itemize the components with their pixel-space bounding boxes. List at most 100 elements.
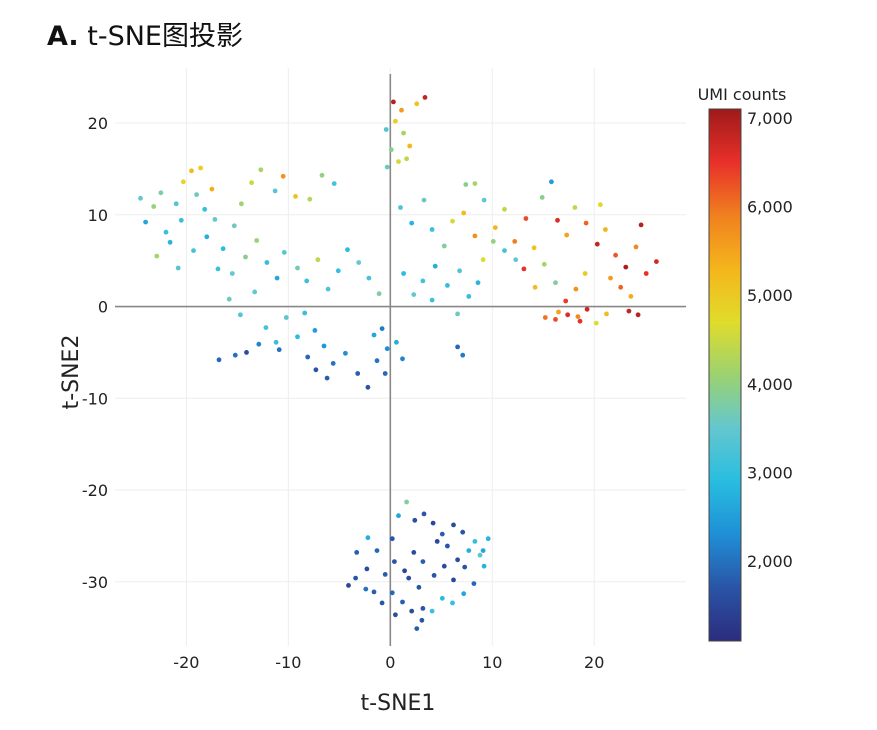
data-point — [604, 311, 609, 317]
colorbar-tick-label: 4,000 — [747, 375, 793, 394]
data-point — [356, 260, 362, 265]
data-point — [608, 275, 613, 281]
data-point — [220, 246, 226, 252]
data-point — [215, 266, 221, 272]
data-point — [594, 241, 600, 247]
data-point — [542, 315, 548, 320]
data-point — [633, 244, 639, 250]
data-point — [307, 196, 313, 202]
data-point — [256, 341, 262, 347]
data-point — [565, 312, 571, 318]
data-point — [389, 590, 395, 596]
data-point — [345, 247, 350, 253]
data-point — [531, 245, 537, 251]
y-tick-label: -10 — [82, 389, 108, 408]
data-point — [198, 165, 204, 171]
data-point — [407, 143, 413, 149]
data-point — [472, 539, 478, 544]
data-point — [305, 354, 311, 360]
data-point — [321, 343, 327, 349]
data-point — [420, 278, 426, 284]
data-point — [154, 253, 160, 259]
data-point — [429, 297, 435, 303]
data-point — [439, 531, 445, 537]
data-point — [295, 334, 300, 340]
data-point — [466, 294, 472, 299]
data-point — [414, 626, 420, 631]
data-point — [404, 156, 409, 162]
data-point — [394, 339, 399, 345]
data-point — [396, 513, 401, 519]
data-point — [439, 595, 445, 601]
data-point — [252, 289, 258, 295]
data-point — [421, 197, 427, 203]
colorbar-gradient — [708, 108, 742, 642]
data-point — [502, 248, 507, 254]
data-point — [553, 317, 558, 322]
data-point — [593, 320, 599, 326]
data-point — [480, 548, 486, 553]
data-point — [280, 173, 286, 179]
colorbar: UMI counts 7,000 6,000 5,000 4,000 3,000 2,00… — [698, 85, 793, 642]
data-point — [455, 557, 460, 563]
data-point — [421, 511, 427, 517]
panel-label: A. — [47, 21, 79, 52]
data-point — [189, 168, 194, 174]
zero-lines — [115, 74, 686, 646]
data-point — [398, 205, 403, 210]
data-point — [209, 186, 215, 192]
data-point — [365, 535, 371, 541]
data-point — [477, 552, 483, 558]
data-point — [281, 250, 287, 255]
data-point — [623, 264, 629, 270]
data-point — [521, 266, 527, 272]
data-point — [178, 217, 184, 223]
data-point — [419, 617, 425, 623]
data-point — [167, 239, 173, 245]
data-point — [396, 159, 401, 165]
data-point — [556, 309, 561, 315]
data-point — [204, 234, 210, 240]
data-point — [628, 294, 634, 299]
data-point — [455, 311, 460, 317]
data-point — [401, 271, 406, 276]
data-point — [475, 280, 481, 286]
data-point — [272, 188, 278, 194]
data-point — [441, 563, 447, 569]
tick-labels: -20 -10 0 10 20 20 10 0 -10 -20 -30 — [82, 114, 605, 672]
data-point — [238, 312, 243, 318]
data-point — [451, 522, 456, 528]
data-point — [409, 608, 415, 614]
data-point — [384, 164, 390, 170]
data-point — [597, 202, 603, 208]
data-point — [411, 292, 417, 297]
data-point — [376, 291, 382, 297]
figure-title-text: t-SNE图投影 — [87, 21, 243, 52]
data-point — [492, 225, 498, 231]
data-point — [626, 308, 632, 314]
data-point — [400, 356, 405, 362]
data-point — [416, 584, 422, 590]
data-point — [202, 206, 208, 212]
colorbar-tick-label: 7,000 — [747, 109, 793, 128]
y-tick-label: 20 — [88, 114, 108, 133]
y-tick-label: 10 — [88, 206, 108, 225]
data-point — [635, 312, 641, 318]
data-point — [643, 271, 649, 276]
data-point — [391, 99, 396, 105]
x-axis-title: t-SNE1 — [361, 691, 436, 716]
data-point — [490, 239, 496, 244]
data-point — [264, 260, 270, 265]
scatter-points — [138, 95, 659, 631]
data-point — [293, 194, 298, 199]
data-point — [618, 284, 624, 290]
data-point — [143, 219, 149, 225]
data-point — [324, 375, 330, 381]
data-point — [654, 259, 659, 264]
data-point — [430, 520, 436, 526]
data-point — [429, 608, 435, 614]
data-point — [414, 101, 420, 107]
data-point — [472, 233, 478, 239]
data-point — [354, 550, 360, 555]
colorbar-title: UMI counts — [698, 85, 787, 104]
